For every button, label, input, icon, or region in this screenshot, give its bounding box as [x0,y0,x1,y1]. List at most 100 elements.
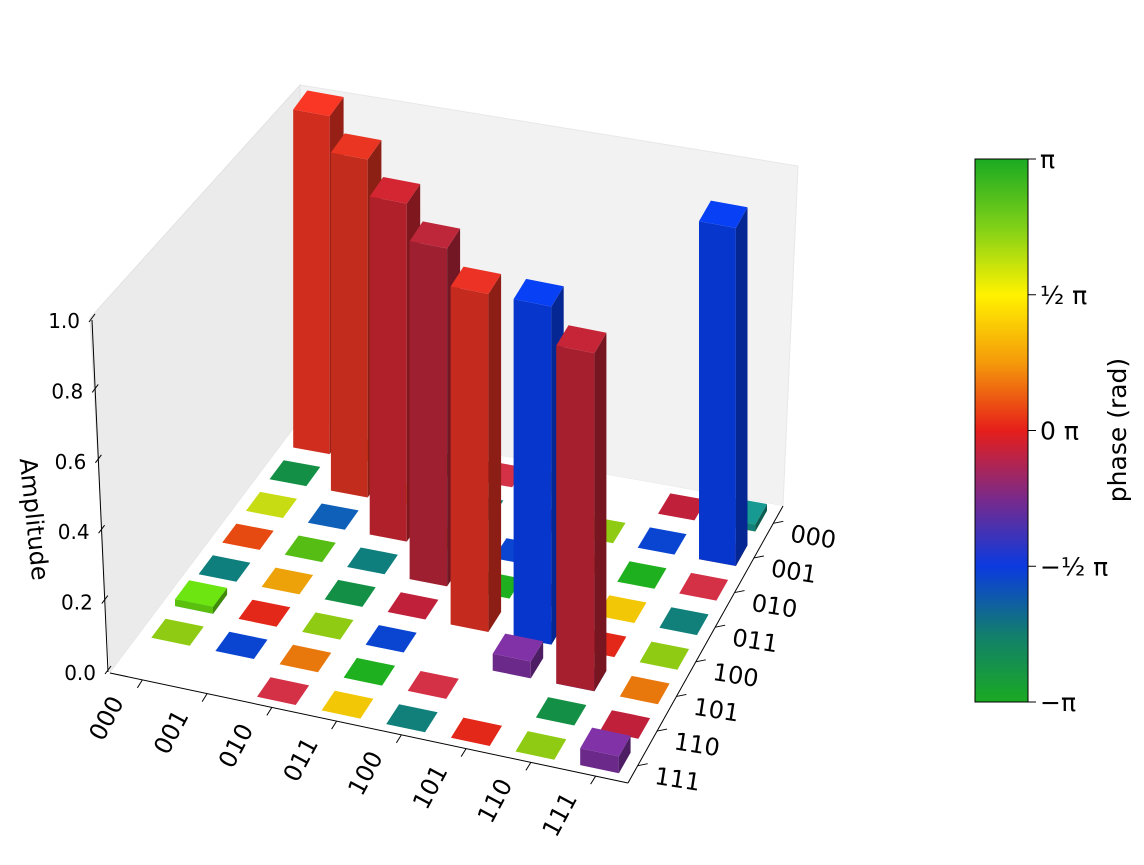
z-tick-label: 1.0 [48,309,80,333]
floor-tile [324,579,376,607]
y-tick [695,659,706,663]
floor-tile [658,493,707,521]
z-axis-label: Amplitude [14,457,55,582]
colorbar-tick-label: 0 π [1040,417,1079,446]
x-tick [590,775,597,785]
y-tick-label: 100 [711,658,761,693]
floor-tile [365,625,417,653]
z-tick-label: 0.6 [55,450,87,474]
floor-tile [659,607,709,636]
floor-tile [347,547,398,575]
colorbar-tick-label: −π [1040,688,1076,717]
y-tick-label: 000 [788,520,838,555]
x-tick-label: 110 [472,774,518,828]
bar-front-face [293,109,330,455]
y-axis-line [627,505,784,784]
x-tick [136,679,143,689]
z-tick [95,454,102,464]
z-tick-label: 0.2 [61,591,93,615]
floor-tile [619,675,670,705]
floor-tile [284,535,336,563]
colorbar-tick-label: −½ π [1040,552,1108,581]
colorbar-gradient [974,158,1029,703]
bar-front-face [492,653,531,679]
x-tick-label: 111 [537,788,583,842]
floor-tile [597,595,647,623]
z-axis-line [91,319,109,673]
bar-top-face [293,90,344,117]
bar-top-face [175,580,228,607]
floor-tile [600,710,651,739]
floor-tile [307,503,359,530]
floor-tile [386,704,438,733]
bar-side-face [735,207,748,567]
floor-tile [535,697,587,726]
y-tick [637,763,648,767]
bars [175,90,767,774]
x-tick-label: 010 [213,719,259,773]
x-tick [525,762,532,771]
floor-tile [198,555,251,582]
y-tick [773,520,784,524]
bar-101-000 [175,580,228,614]
bar-top-face [513,278,564,307]
bar-top-face [556,325,607,354]
x-tick-label: 100 [342,747,388,801]
bar-front-face [699,221,736,566]
bar-side-face [488,274,502,632]
bar-top-face [699,200,748,228]
floor-tile [261,567,314,595]
bar-front-face [556,345,595,692]
floor-tile [679,572,729,601]
floor-tile [222,523,274,550]
y-tick-label: 111 [653,762,703,797]
z-tick-label: 0.4 [58,520,90,544]
y-tick-label: 010 [750,589,800,624]
bar-101-101 [492,633,544,679]
z-tick [104,665,112,675]
x-tick-label: 101 [407,760,453,814]
floor-tile [387,592,439,620]
bar-side-face [213,587,228,614]
floor-tile [637,527,687,555]
z-tick-label: 0.0 [64,661,96,685]
x-tick [395,734,402,744]
colorbar: π ½ π 0 π −½ π −π phase (rad) [974,145,1132,717]
floor-tile [215,631,268,659]
bar-100-100 [450,266,502,632]
y-tick [734,590,745,594]
bar-top-face [409,221,461,249]
y-tick-label: 110 [672,727,722,762]
bar-top-face [330,133,382,160]
y-tick-label: 101 [691,693,741,728]
bar-top-face [369,177,421,204]
x-tick-label: 000 [83,692,129,746]
bar-side-face [618,735,631,774]
y-tick-label: 011 [730,623,780,658]
bar-front-face [580,748,619,774]
colorbar-tick-label: π [1040,145,1055,174]
z-tick-label: 0.8 [51,379,83,403]
bar-front-face [450,286,489,632]
y-tick [753,555,765,559]
floor-tile [321,690,374,719]
floor-tile [639,641,690,670]
floor-tile [269,460,321,487]
floor-tile [302,612,354,640]
bar-front-face [175,599,214,614]
bar-top-face [450,266,502,294]
bar-side-face [594,332,607,692]
bar-side-face [530,641,544,679]
y-tick [656,728,668,732]
bar-front-face [369,196,407,542]
z-tick [98,524,105,534]
floor-tile [407,671,459,699]
x-tick [266,707,273,716]
z-tick [88,313,96,323]
x-tick-label: 011 [278,733,324,787]
bar-front-face [330,152,368,498]
bar-100-101 [513,278,564,645]
floor-tile [617,561,667,589]
